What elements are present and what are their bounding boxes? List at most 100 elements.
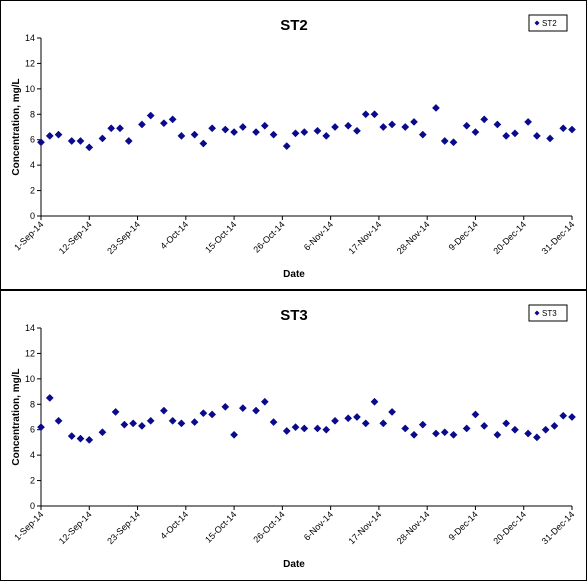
chart-0-data-point (76, 137, 85, 145)
chart-0-data-point (568, 125, 576, 134)
chart-1-x-tick-label: 20-Dec-14 (491, 509, 528, 546)
chart-0-x-tick-label: 23-Sep-14 (105, 219, 142, 256)
chart-0-x-axis-label: Date (283, 269, 305, 280)
chart-0-x-tick-label: 4-Oct-14 (158, 219, 190, 251)
chart-1-data-point (418, 420, 427, 429)
chart-1-data-point (502, 419, 511, 428)
chart-0-y-tick-label: 8 (30, 109, 35, 119)
chart-0-data-point (401, 123, 410, 131)
chart-1-x-tick-label: 1-Sep-14 (12, 509, 45, 542)
chart-1-data-point (260, 397, 269, 406)
chart-1-x-tick-label: 23-Sep-14 (105, 509, 142, 546)
chart-0-data-point (344, 121, 353, 130)
chart-0-data-point (313, 126, 322, 135)
chart-1-y-tick-label: 0 (30, 501, 35, 511)
chart-1-data-point (410, 430, 418, 439)
chart-1-data-point (137, 421, 146, 430)
chart-0-data-point (221, 125, 230, 134)
chart-0-data-point (559, 124, 568, 133)
chart-0-x-tick-label: 9-Dec-14 (447, 219, 480, 252)
chart-0-y-tick-label: 0 (30, 211, 35, 221)
chart-1-data-point (480, 421, 489, 430)
chart-0-y-tick-label: 14 (25, 33, 35, 43)
chart-0-data-point (190, 130, 199, 139)
chart-1-data-point (379, 419, 388, 428)
chart-0-x-tick-label: 20-Dec-14 (491, 219, 528, 256)
chart-0-x-tick-label: 26-Oct-14 (251, 219, 286, 254)
chart-0-data-point (208, 124, 217, 133)
chart-1-data-point (291, 423, 300, 432)
chart-1-data-point (190, 418, 199, 427)
chart-1-data-point (432, 429, 440, 438)
chart-0-data-point (168, 115, 177, 124)
chart-1-data-point (252, 406, 260, 415)
chart-1-data-point (199, 409, 208, 418)
chart-1-x-tick-label: 26-Oct-14 (251, 509, 286, 544)
chart-1-data-point (300, 424, 309, 433)
chart-0-data-point (252, 128, 260, 137)
chart-1-data-point (331, 416, 339, 425)
chart-1-data-point (524, 429, 533, 438)
chart-0-data-point (54, 130, 63, 139)
chart-0-data-point (98, 134, 107, 143)
chart-0-data-point (137, 120, 146, 129)
chart-1-data-point (559, 411, 568, 420)
chart-0-x-tick-label: 12-Sep-14 (57, 219, 94, 256)
chart-0-data-point (410, 117, 418, 126)
chart-1-data-point (269, 418, 278, 427)
chart-0-x-tick-label: 17-Nov-14 (347, 219, 384, 256)
chart-0-data-point (432, 103, 440, 112)
chart-1-data-point (471, 410, 480, 419)
chart-0-data-point (462, 121, 471, 130)
chart-1-data-point (313, 424, 322, 433)
chart-0-y-tick-label: 10 (25, 84, 35, 94)
chart-1-data-point (282, 427, 291, 435)
chart-0-data-point (146, 111, 155, 120)
chart-0-data-point (230, 128, 239, 137)
chart-0-data-point (159, 119, 168, 128)
chart-0-x-tick-label: 15-Oct-14 (203, 219, 238, 254)
chart-1-data-point (353, 413, 361, 421)
chart-1-data-point (541, 425, 550, 434)
chart-0-x-tick-label: 28-Nov-14 (395, 219, 432, 256)
chart-1-legend-marker-icon (534, 310, 540, 316)
chart-1-data-point (45, 393, 54, 402)
chart-1-data-point (111, 407, 120, 416)
chart-1-data-point (159, 406, 168, 415)
chart-1-y-tick-label: 4 (30, 450, 35, 460)
chart-0-data-point (370, 110, 379, 119)
chart-0-data-point (116, 124, 124, 133)
chart-1-data-point (54, 416, 63, 425)
chart-1-data-point (322, 425, 331, 434)
chart-1-data-point (532, 433, 541, 442)
chart-panel-st3: ST3 0 2 4 6 8 10 12 14 1-Sep-14 12-Sep-14 23-Sep-14… (0, 290, 587, 581)
chart-1-data-point (208, 410, 217, 419)
chart-1-data-point (76, 434, 85, 443)
chart-1-y-tick-label: 8 (30, 399, 35, 409)
chart-0-y-tick-label: 6 (30, 135, 35, 145)
chart-0-data-point (546, 134, 555, 143)
chart-0-data-point (379, 123, 388, 131)
chart-0-data-point (37, 138, 45, 147)
chart-1-data-point (129, 419, 138, 428)
chart-1-legend (528, 304, 568, 322)
chart-1-x-tick-label: 15-Oct-14 (203, 509, 238, 544)
chart-0-y-axis-label: Concentration, mg/L (11, 78, 22, 175)
chart-1-y-tick-label: 14 (25, 323, 35, 333)
chart-1-data-point (98, 428, 107, 437)
chart-1-y-tick-label: 6 (30, 425, 35, 435)
chart-0-y-tick-label: 12 (25, 58, 35, 68)
chart-1-data-point (510, 425, 519, 434)
chart-0-data-point (361, 110, 370, 119)
chart-0-data-point (493, 120, 502, 129)
chart-1-x-tick-label: 31-Dec-14 (540, 509, 577, 546)
chart-1-data-point (177, 419, 186, 428)
chart-1-data-point (568, 413, 576, 421)
chart-1-data-point (462, 424, 471, 433)
chart-1-y-axis-label: Concentration, mg/L (11, 368, 22, 465)
chart-1-data-point (146, 416, 155, 425)
chart-st2: ST2 0 2 4 6 8 10 12 14 1-Sep-14 12-Sep-14 23-Sep-14… (11, 14, 576, 280)
chart-1-data-point (120, 420, 129, 429)
chart-0-data-point (449, 138, 458, 147)
chart-0-data-point (260, 121, 269, 130)
